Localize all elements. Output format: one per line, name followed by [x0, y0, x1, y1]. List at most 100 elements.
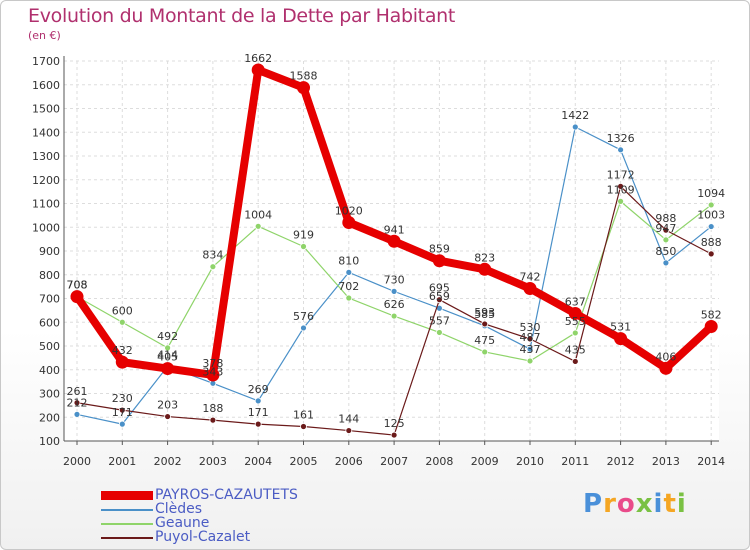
data-point — [390, 287, 398, 295]
data-point — [617, 197, 624, 205]
data-point — [115, 355, 129, 369]
data-label: 582 — [701, 309, 722, 322]
data-label: 637 — [565, 295, 586, 308]
data-point — [390, 312, 398, 320]
data-label: 144 — [338, 413, 359, 426]
data-point — [254, 397, 262, 405]
y-tick-label: 200 — [39, 411, 60, 424]
data-label: 414 — [157, 348, 178, 361]
data-point — [161, 362, 175, 376]
y-tick-label: 300 — [39, 388, 60, 401]
data-point — [300, 243, 307, 250]
data-label: 1422 — [561, 109, 589, 122]
data-label: 230 — [112, 392, 133, 405]
data-point — [300, 423, 307, 430]
data-point — [345, 294, 353, 302]
data-point — [662, 259, 670, 267]
x-tick-label: 2003 — [199, 455, 227, 468]
legend-swatch — [101, 509, 153, 511]
y-tick-label: 600 — [39, 316, 60, 329]
data-label: 585 — [474, 308, 495, 321]
data-point — [254, 420, 262, 428]
data-label: 888 — [701, 236, 722, 249]
data-label: 171 — [112, 406, 133, 419]
data-label: 730 — [384, 273, 405, 286]
data-label: 1094 — [697, 187, 725, 200]
data-point — [164, 344, 172, 352]
data-label: 261 — [67, 385, 88, 398]
data-point — [662, 226, 670, 234]
data-label: 1326 — [607, 132, 635, 145]
legend-swatch — [101, 491, 153, 500]
data-label: 1020 — [335, 205, 363, 218]
data-label: 1588 — [290, 70, 318, 83]
x-tick-label: 2007 — [380, 455, 408, 468]
data-label: 659 — [429, 290, 450, 303]
x-tick-label: 2014 — [697, 455, 725, 468]
data-point — [254, 222, 262, 230]
data-point — [571, 123, 579, 131]
logo-letter: r — [603, 489, 617, 519]
data-label: 708 — [67, 279, 88, 292]
legend-label: Geaune — [155, 515, 210, 531]
y-tick-label: 800 — [39, 269, 60, 282]
y-tick-label: 1400 — [32, 126, 60, 139]
data-label: 171 — [248, 406, 269, 419]
x-tick-label: 2006 — [335, 455, 363, 468]
logo-letter: o — [616, 489, 636, 519]
data-point — [523, 282, 537, 296]
data-point — [251, 63, 265, 77]
data-point — [707, 201, 715, 209]
y-tick-label: 1100 — [32, 198, 60, 211]
data-point — [118, 420, 126, 428]
logo-letter: i — [676, 489, 687, 519]
data-point — [481, 348, 489, 356]
data-label: 188 — [202, 402, 223, 415]
x-tick-label: 2008 — [425, 455, 453, 468]
y-tick-label: 100 — [39, 435, 60, 448]
data-label: 406 — [655, 350, 676, 363]
data-point — [118, 318, 126, 326]
data-label: 492 — [157, 330, 178, 343]
data-point — [614, 332, 628, 346]
data-label: 437 — [520, 343, 541, 356]
x-tick-label: 2001 — [108, 455, 136, 468]
y-tick-label: 1600 — [32, 79, 60, 92]
data-label: 1662 — [244, 52, 272, 65]
data-point — [617, 182, 624, 190]
y-tick-label: 1700 — [32, 55, 60, 68]
data-label: 850 — [655, 245, 676, 258]
y-tick-label: 1200 — [32, 174, 60, 187]
data-label: 530 — [520, 321, 541, 334]
data-point — [342, 216, 356, 229]
data-point — [526, 357, 534, 365]
data-label: 626 — [384, 298, 405, 311]
data-label: 557 — [429, 314, 450, 327]
data-point — [73, 410, 81, 418]
data-point — [345, 268, 353, 276]
data-point — [571, 329, 579, 337]
y-tick-label: 400 — [39, 364, 60, 377]
data-point — [164, 413, 172, 420]
data-label: 702 — [338, 280, 359, 293]
data-label: 1003 — [697, 209, 725, 222]
y-tick-label: 900 — [39, 245, 60, 258]
x-tick-label: 2004 — [244, 455, 272, 468]
legend-label: PAYROS-CAZAUTETS — [155, 487, 298, 503]
data-point — [435, 296, 443, 304]
data-point — [707, 223, 715, 230]
x-tick-label: 2005 — [290, 455, 318, 468]
logo-letter: P — [583, 489, 604, 519]
data-label: 919 — [293, 228, 314, 241]
data-point — [118, 406, 126, 414]
legend-label: Puyol-Cazalet — [155, 529, 251, 545]
x-tick-label: 2010 — [516, 455, 544, 468]
data-point — [387, 234, 401, 248]
logo-letter: x — [635, 489, 654, 519]
data-label: 212 — [67, 396, 88, 409]
data-point — [659, 361, 673, 375]
data-label: 859 — [429, 243, 450, 256]
data-label: 708 — [67, 279, 88, 292]
data-label: 1172 — [607, 168, 635, 181]
